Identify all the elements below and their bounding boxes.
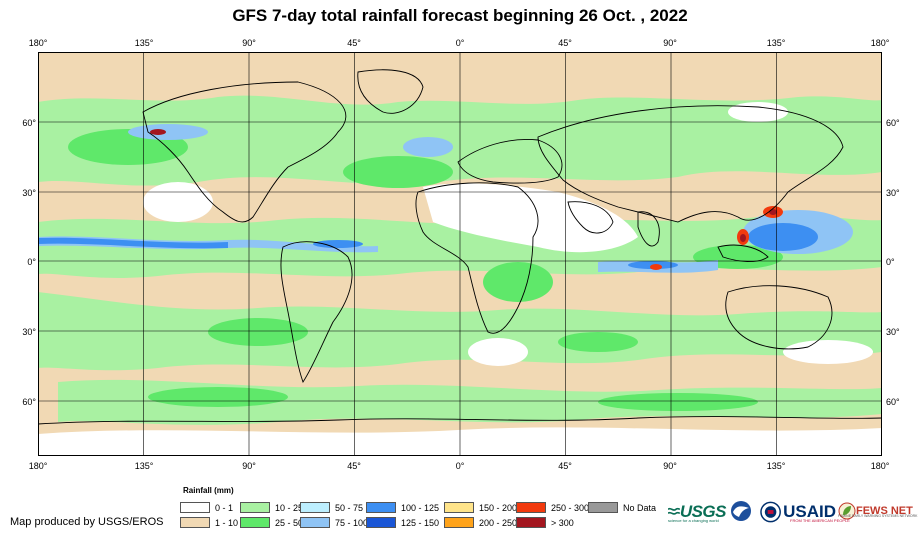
legend-item: No Data <box>588 502 656 513</box>
legend-swatch <box>366 517 396 528</box>
map-title: GFS 7-day total rainfall forecast beginn… <box>232 6 688 25</box>
legend-item: 1 - 10 <box>180 517 238 528</box>
legend-swatch <box>516 502 546 513</box>
lon-label-bottom: 180° <box>870 461 890 471</box>
noaa-emblem-icon <box>731 501 751 521</box>
lat-label-left: 60° <box>22 397 36 407</box>
legend-item: 125 - 150 <box>366 517 439 528</box>
lon-label-top: 135° <box>134 38 154 48</box>
lon-label-bottom: 45° <box>558 461 572 471</box>
legend-swatch <box>240 502 270 513</box>
usaid-seal-icon <box>760 501 781 523</box>
fews-net-logo: FEWS NET FAMINE EARLY WARNING SYSTEMS NE… <box>838 500 918 522</box>
lon-label-bottom: 180° <box>28 461 48 471</box>
fews-leaf-icon <box>838 502 856 520</box>
lat-label-left: 60° <box>22 118 36 128</box>
legend-swatch <box>516 517 546 528</box>
usgs-logo: USGS science for a changing world <box>668 500 727 524</box>
usgs-wave-icon <box>668 507 680 515</box>
lon-label-top: 135° <box>766 38 786 48</box>
map-frame <box>38 52 882 456</box>
legend-swatch <box>444 517 474 528</box>
usgs-wordmark: USGS <box>679 502 727 521</box>
lon-label-bottom: 135° <box>134 461 154 471</box>
legend-label: 0 - 1 <box>215 502 234 513</box>
legend-swatch <box>180 502 210 513</box>
legend-item: 200 - 250 <box>444 517 517 528</box>
usaid-logo: USAID FROM THE AMERICAN PEOPLE <box>760 500 850 524</box>
credit-text: Map produced by USGS/EROS <box>10 516 164 528</box>
legend-item: 0 - 1 <box>180 502 233 513</box>
legend-label: 50 - 75 <box>335 502 364 513</box>
lon-label-top: 45° <box>558 38 572 48</box>
lon-label-top: 90° <box>663 38 677 48</box>
usaid-tagline: FROM THE AMERICAN PEOPLE <box>790 518 850 523</box>
usaid-wordmark: USAID <box>783 502 836 521</box>
lat-label-right: 0° <box>886 257 895 267</box>
legend-item: 50 - 75 <box>300 502 363 513</box>
legend-swatch <box>588 502 618 513</box>
fews-net-tagline: FAMINE EARLY WARNING SYSTEMS NETWORK <box>838 514 918 518</box>
lon-label-bottom: 90° <box>242 461 256 471</box>
noaa-logo <box>730 500 752 522</box>
lat-label-right: 30° <box>886 188 900 198</box>
lat-label-left: 30° <box>22 327 36 337</box>
legend-swatch <box>300 502 330 513</box>
legend-label: 250 - 300 <box>551 502 590 513</box>
legend-label: 100 - 125 <box>401 502 440 513</box>
legend-label: 25 - 50 <box>275 517 304 528</box>
legend-item: 75 - 100 <box>300 517 368 528</box>
rain-zone-over-300 <box>150 129 777 242</box>
lat-label-left: 0° <box>27 257 36 267</box>
fews-net-wordmark: FEWS NET <box>856 505 913 517</box>
rain-zone-100-150 <box>38 223 818 269</box>
legend-item: 25 - 50 <box>240 517 303 528</box>
legend-label: 125 - 150 <box>401 517 440 528</box>
legend-label: 1 - 10 <box>215 517 239 528</box>
lon-label-top: 0° <box>455 38 465 48</box>
coastlines <box>38 69 882 425</box>
legend-item: > 300 <box>516 517 574 528</box>
lon-label-top: 45° <box>347 38 361 48</box>
lon-label-top: 180° <box>28 38 48 48</box>
legend-label: No Data <box>623 502 657 513</box>
legend-swatch <box>240 517 270 528</box>
graticule <box>38 52 882 456</box>
legend-swatch <box>444 502 474 513</box>
legend-item: 10 - 25 <box>240 502 303 513</box>
rainfall-map <box>38 52 882 456</box>
lon-label-bottom: 135° <box>766 461 786 471</box>
lon-label-bottom: 0° <box>455 461 465 471</box>
lon-label-top: 180° <box>870 38 890 48</box>
usgs-tagline: science for a changing world <box>668 518 719 523</box>
legend-label: 75 - 100 <box>335 517 369 528</box>
legend-item: 100 - 125 <box>366 502 439 513</box>
legend-item: 150 - 200 <box>444 502 517 513</box>
legend-label: 10 - 25 <box>275 502 304 513</box>
legend-label: 150 - 200 <box>479 502 518 513</box>
lat-label-left: 30° <box>22 188 36 198</box>
lat-label-right: 60° <box>886 118 900 128</box>
lon-label-bottom: 90° <box>663 461 677 471</box>
legend-label: > 300 <box>551 517 574 528</box>
legend-swatch <box>300 517 330 528</box>
legend-swatch <box>366 502 396 513</box>
lon-label-top: 90° <box>242 38 256 48</box>
legend-swatch <box>180 517 210 528</box>
legend-title: Rainfall (mm) <box>183 486 234 495</box>
lat-label-right: 30° <box>886 327 900 337</box>
lat-label-right: 60° <box>886 397 900 407</box>
legend-label: 200 - 250 <box>479 517 518 528</box>
legend-item: 250 - 300 <box>516 502 589 513</box>
lon-label-bottom: 45° <box>347 461 361 471</box>
